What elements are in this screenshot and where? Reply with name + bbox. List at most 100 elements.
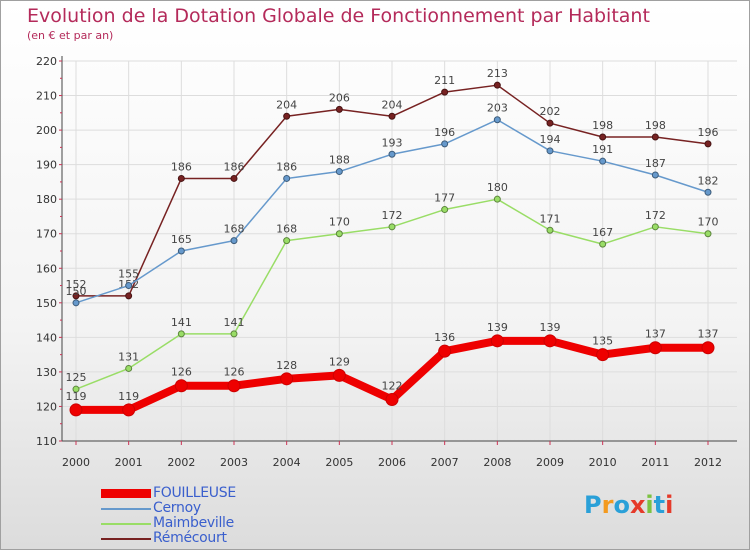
- legend-label: Cernoy: [153, 500, 201, 516]
- data-point: [335, 230, 343, 238]
- y-tick-label: 170: [36, 228, 57, 241]
- data-point: [546, 119, 554, 127]
- x-tick-label: 2009: [536, 456, 564, 469]
- x-tick-label: 2003: [220, 456, 248, 469]
- data-point: [648, 341, 662, 355]
- data-point: [701, 341, 715, 355]
- y-tick-label: 140: [36, 331, 57, 344]
- data-label: 171: [540, 212, 561, 225]
- data-label: 165: [171, 233, 192, 246]
- data-point: [230, 330, 238, 338]
- x-tick-label: 2001: [115, 456, 143, 469]
- data-point: [651, 223, 659, 231]
- data-point: [335, 105, 343, 113]
- data-point: [543, 334, 557, 348]
- data-label: 204: [276, 98, 297, 111]
- data-label: 136: [434, 331, 455, 344]
- data-point: [490, 334, 504, 348]
- data-point: [230, 237, 238, 245]
- x-tick-label: 2011: [641, 456, 669, 469]
- x-tick-label: 2005: [325, 456, 353, 469]
- data-label: 122: [382, 380, 403, 393]
- data-point: [72, 299, 80, 307]
- data-point: [335, 168, 343, 176]
- x-tick-label: 2010: [589, 456, 617, 469]
- data-point: [125, 282, 133, 290]
- chart-title: Evolution de la Dotation Globale de Fonc…: [27, 5, 650, 27]
- data-label: 139: [540, 321, 561, 334]
- data-label: 141: [224, 316, 245, 329]
- data-label: 128: [276, 359, 297, 372]
- data-label: 191: [592, 143, 613, 156]
- series-fouilleuse: 119 119 126 126 128 129 122 136 139 139 135 137 137: [66, 321, 719, 417]
- data-point: [177, 174, 185, 182]
- data-label: 198: [645, 119, 666, 132]
- data-point: [174, 379, 188, 393]
- data-point: [704, 188, 712, 196]
- data-label: 213: [487, 67, 508, 80]
- data-label: 155: [118, 268, 139, 281]
- y-tick-label: 110: [36, 435, 57, 448]
- y-tick-label: 180: [36, 193, 57, 206]
- data-label: 172: [645, 209, 666, 222]
- data-point: [599, 240, 607, 248]
- x-tick-label: 2008: [483, 456, 511, 469]
- legend-swatch: [101, 538, 151, 540]
- data-label: 193: [382, 136, 403, 149]
- logo-letter: t: [653, 491, 666, 519]
- data-label: 119: [66, 390, 87, 403]
- data-point: [388, 150, 396, 158]
- data-label: 180: [487, 181, 508, 194]
- data-label: 211: [434, 74, 455, 87]
- data-label: 167: [592, 226, 613, 239]
- data-point: [651, 133, 659, 141]
- data-point: [493, 195, 501, 203]
- y-tick-label: 220: [36, 55, 57, 68]
- data-label: 168: [224, 223, 245, 236]
- data-point: [283, 237, 291, 245]
- data-label: 150: [66, 285, 87, 298]
- data-label: 126: [224, 366, 245, 379]
- data-point: [704, 140, 712, 148]
- data-point: [388, 112, 396, 120]
- data-label: 196: [434, 126, 455, 139]
- logo-letter: x: [629, 491, 646, 519]
- data-point: [704, 230, 712, 238]
- proxiti-logo: Proxiti: [584, 491, 673, 519]
- y-tick-label: 160: [36, 262, 57, 275]
- data-point: [230, 174, 238, 182]
- data-point: [122, 403, 136, 417]
- data-point: [493, 81, 501, 89]
- data-label: 194: [540, 133, 561, 146]
- data-label: 137: [698, 328, 719, 341]
- data-point: [441, 88, 449, 96]
- data-point: [280, 372, 294, 386]
- data-label: 177: [434, 192, 455, 205]
- legend-label: Rémécourt: [153, 530, 227, 546]
- data-label: 186: [171, 160, 192, 173]
- data-point: [546, 147, 554, 155]
- data-label: 206: [329, 91, 350, 104]
- data-point: [651, 171, 659, 179]
- legend-swatch: [101, 489, 151, 498]
- data-point: [177, 247, 185, 255]
- data-label: 170: [329, 216, 350, 229]
- data-point: [546, 226, 554, 234]
- data-label: 126: [171, 366, 192, 379]
- data-point: [599, 157, 607, 165]
- data-label: 188: [329, 154, 350, 167]
- y-tick-label: 210: [36, 90, 57, 103]
- data-point: [441, 140, 449, 148]
- x-tick-label: 2002: [167, 456, 195, 469]
- x-tick-label: 2006: [378, 456, 406, 469]
- data-point: [125, 292, 133, 300]
- x-tick-label: 2007: [431, 456, 459, 469]
- data-label: 141: [171, 316, 192, 329]
- data-label: 129: [329, 355, 350, 368]
- data-label: 202: [540, 105, 561, 118]
- data-label: 186: [224, 160, 245, 173]
- chart-subtitle: (en € et par an): [27, 29, 114, 42]
- data-point: [72, 385, 80, 393]
